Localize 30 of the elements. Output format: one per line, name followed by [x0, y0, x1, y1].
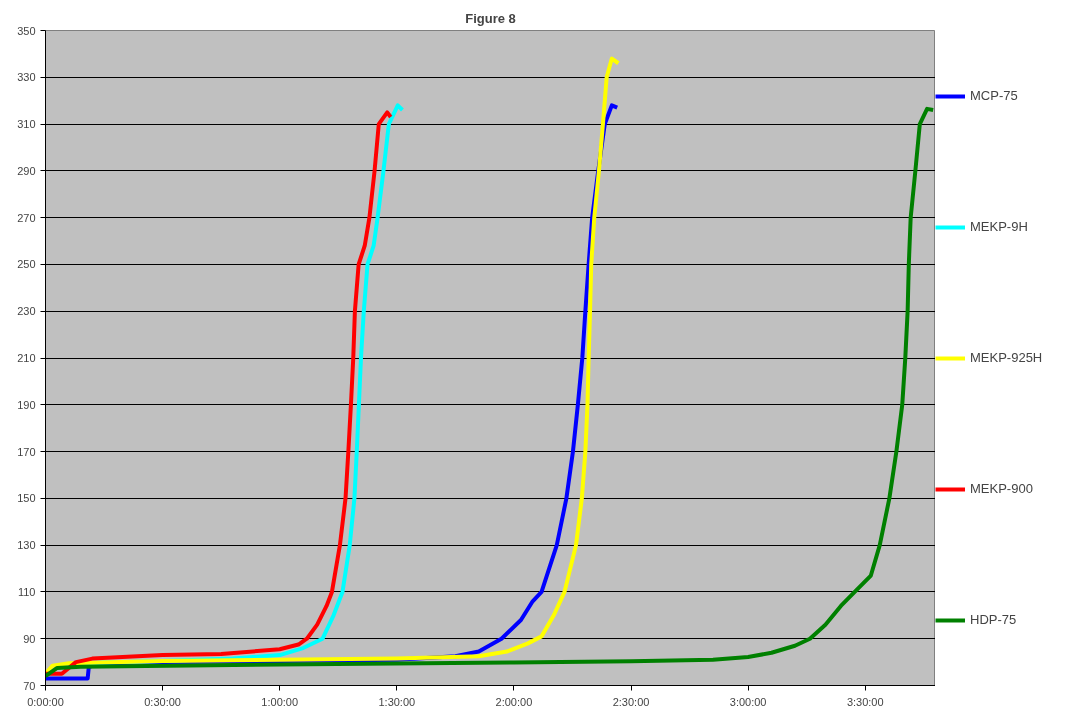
- line-series: [45, 106, 935, 679]
- x-tick-label: 0:30:00: [144, 695, 181, 708]
- x-tick-label: 2:30:00: [612, 695, 650, 708]
- x-tick-label: 3:00:00: [729, 695, 767, 708]
- y-tick-label: 350: [17, 24, 36, 37]
- y-tick-label: 130: [17, 539, 36, 552]
- y-tick-label: 110: [17, 585, 36, 598]
- legend-label: HDP-75: [970, 612, 1017, 627]
- legend-label: MEKP-925H: [970, 350, 1043, 365]
- x-tick-label: 1:00:00: [261, 695, 299, 708]
- y-tick-label: 210: [17, 352, 36, 364]
- x-tick-label: 3:30:00: [846, 695, 884, 708]
- x-tick-label: 1:30:00: [378, 695, 416, 708]
- y-tick-label: 170: [17, 445, 36, 458]
- y-tick-label: 150: [17, 492, 36, 505]
- x-tick-label: 2:00:00: [495, 695, 533, 708]
- y-tick-label: 190: [17, 398, 36, 411]
- y-tick-label: 330: [17, 71, 36, 84]
- legend-label: MEKP-900: [970, 481, 1033, 496]
- y-tick-label: 70: [23, 679, 36, 692]
- y-tick-label: 290: [17, 164, 36, 177]
- chart-title: Figure 8: [465, 10, 516, 26]
- legend-label: MCP-75: [970, 88, 1018, 103]
- y-tick-label: 90: [23, 632, 36, 645]
- y-tick-label: 250: [17, 258, 36, 271]
- x-tick-label: 0:00:00: [27, 695, 64, 708]
- legend-label: MEKP-9H: [970, 219, 1028, 234]
- y-tick-label: 310: [17, 118, 36, 131]
- y-tick-label: 230: [17, 305, 36, 318]
- y-tick-label: 270: [17, 211, 36, 224]
